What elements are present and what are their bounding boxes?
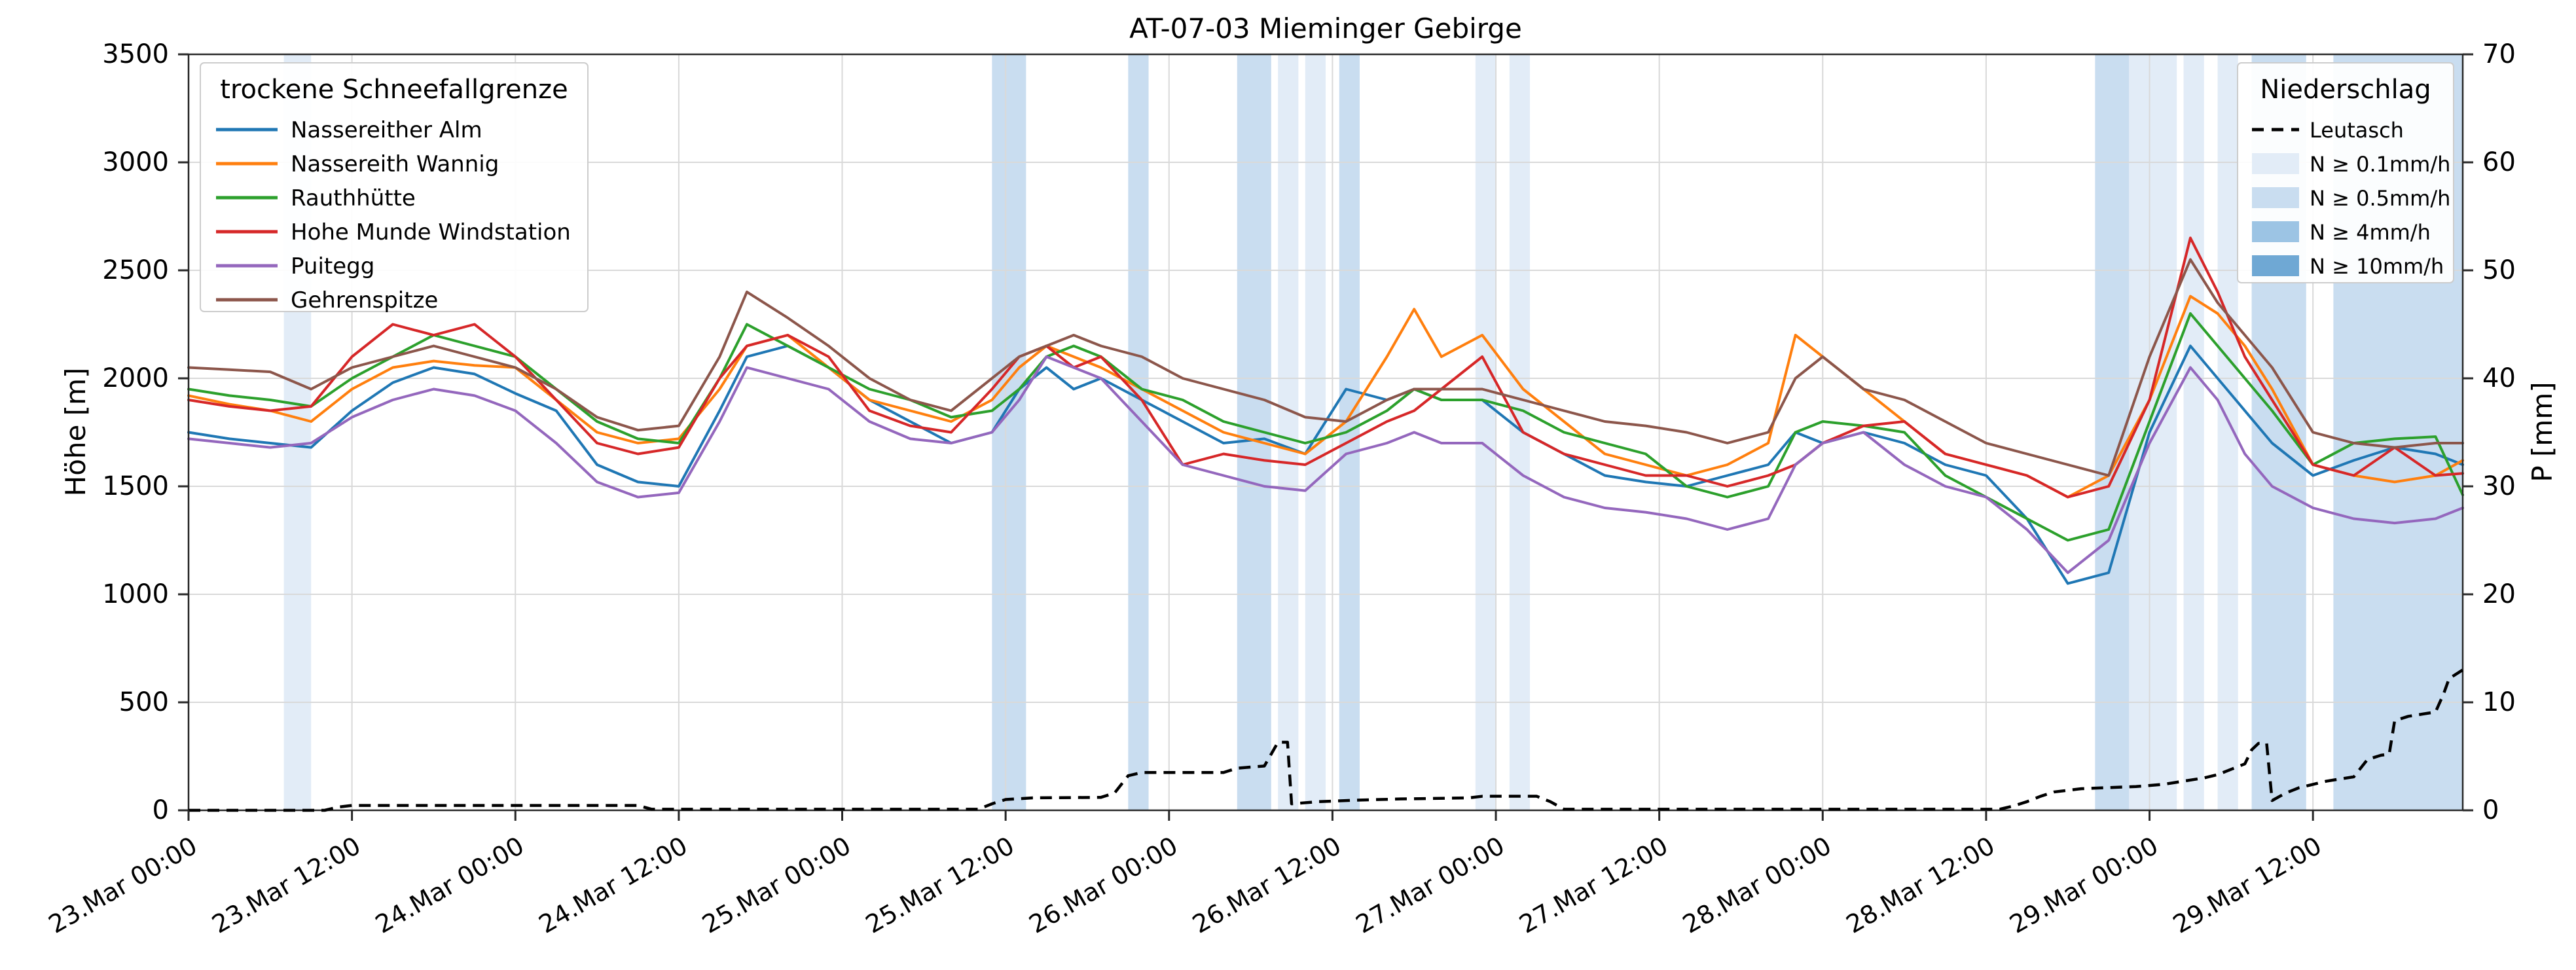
y-tick-label-right: 10 [2482, 687, 2516, 717]
legend-patch-swatch [2252, 255, 2299, 276]
series-line-2 [187, 312, 2464, 542]
legend-label: N ≥ 4mm/h [2310, 220, 2431, 245]
y-tick-label-left: 0 [153, 795, 169, 825]
x-tick-label: 24.Mar 00:00 [371, 831, 529, 939]
series-line-0 [187, 344, 2464, 585]
y-axis-label-right: P [mm] [2526, 382, 2558, 482]
chart-title: AT-07-03 Mieminger Gebirge [1129, 12, 1522, 45]
x-tick-label: 25.Mar 12:00 [861, 831, 1019, 939]
legend-label: N ≥ 0.5mm/h [2310, 186, 2450, 211]
precip-band [2129, 54, 2177, 810]
x-tick-label: 25.Mar 00:00 [697, 831, 856, 939]
y-tick-label-right: 40 [2482, 363, 2516, 393]
y-tick-label-right: 60 [2482, 147, 2516, 177]
y-tick-label-right: 20 [2482, 579, 2516, 609]
legend-patch-swatch [2252, 187, 2299, 208]
precip-band [1278, 54, 1299, 810]
x-tick-label: 23.Mar 12:00 [207, 831, 365, 939]
x-tick-label: 23.Mar 00:00 [44, 831, 202, 939]
y-tick-label-left: 3000 [102, 147, 169, 177]
series-lines-layer [187, 236, 2464, 585]
precip-band [1475, 54, 1497, 810]
x-tick-label: 27.Mar 12:00 [1514, 831, 1673, 939]
precip-band [1305, 54, 1326, 810]
y-tick-label-left: 1000 [102, 579, 169, 609]
precip-band [1509, 54, 1531, 810]
legend-label: Puitegg [291, 253, 374, 279]
plot-frame [187, 53, 2464, 812]
series-line-3 [187, 236, 2464, 499]
leutasch-line-layer [189, 668, 2464, 812]
legend-niederschlag: Niederschlag Leutasch N ≥ 0.1mm/h N ≥ 0.… [2237, 62, 2454, 283]
leutasch-line [189, 668, 2464, 812]
precip-band [992, 54, 1026, 810]
legend-label: N ≥ 10mm/h [2310, 254, 2444, 279]
x-tick-labels-layer: 23.Mar 00:00 23.Mar 12:00 24.Mar 00:00 24.M… [44, 831, 2327, 939]
y-tick-label-right: 50 [2482, 255, 2516, 285]
legend-label: Leutasch [2310, 118, 2404, 143]
legend-patch-swatch [2252, 153, 2299, 174]
legend-label: Gehrenspitze [291, 287, 438, 314]
legend-label: Nassereith Wannig [291, 151, 499, 177]
y-tick-label-left: 2000 [102, 363, 169, 393]
x-tick-label: 26.Mar 00:00 [1025, 831, 1183, 939]
legend-label: N ≥ 0.1mm/h [2310, 152, 2450, 177]
precip-band [2183, 54, 2204, 810]
precip-bands-layer [283, 54, 2463, 810]
x-tick-label: 26.Mar 12:00 [1188, 831, 1346, 939]
legend-schneefallgrenze: trockene Schneefallgrenze Nassereither A… [200, 62, 589, 314]
y-tick-label-right: 70 [2482, 39, 2516, 69]
x-tick-label: 29.Mar 12:00 [2168, 831, 2327, 939]
series-line-4 [187, 355, 2464, 574]
y-tick-label-left: 500 [119, 687, 169, 717]
legend-box [200, 62, 589, 312]
x-tick-label: 29.Mar 00:00 [2005, 831, 2163, 939]
y-tick-label-left: 2500 [102, 255, 169, 285]
x-tick-label: 24.Mar 12:00 [534, 831, 693, 939]
axis-ticks-layer: 0 500 1000 1500 2000 2500 3000 3500 0 10 20 30 40 50 6… [102, 39, 2516, 825]
y-tick-label-left: 1500 [102, 471, 169, 501]
y-tick-label-right: 30 [2482, 471, 2516, 501]
legend-title: trockene Schneefallgrenze [220, 75, 568, 105]
legend-patch-swatch [2252, 221, 2299, 242]
x-tick-label: 28.Mar 12:00 [1841, 831, 2000, 939]
legend-title: Niederschlag [2260, 75, 2431, 105]
legend-label: Hohe Munde Windstation [291, 219, 571, 245]
precip-band [1128, 54, 1149, 810]
x-tick-label: 27.Mar 00:00 [1351, 831, 1510, 939]
x-tick-label: 28.Mar 00:00 [1678, 831, 1836, 939]
legend-label: Nassereither Alm [291, 117, 482, 143]
legend-label: Rauthhütte [291, 185, 416, 211]
y-tick-label-left: 3500 [102, 39, 169, 69]
y-tick-label-right: 0 [2482, 795, 2499, 825]
y-axis-label-left: Höhe [m] [60, 368, 92, 497]
series-line-5 [187, 258, 2464, 477]
